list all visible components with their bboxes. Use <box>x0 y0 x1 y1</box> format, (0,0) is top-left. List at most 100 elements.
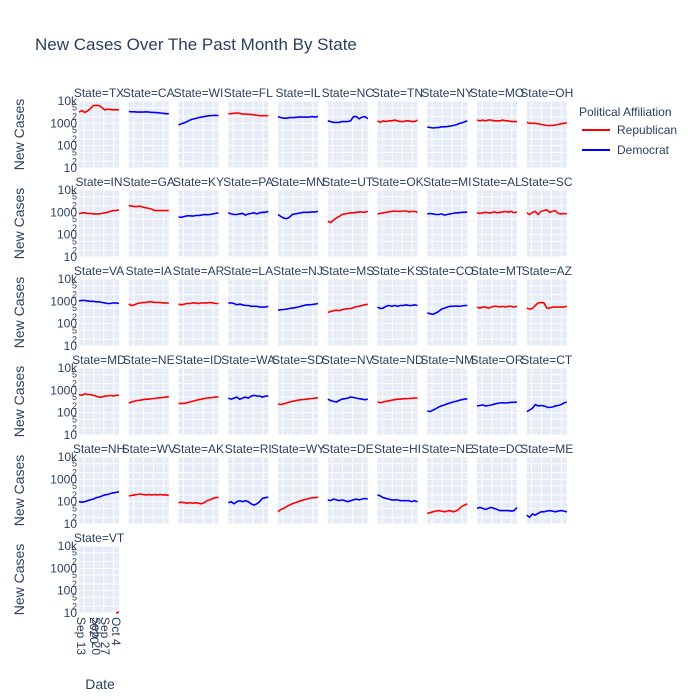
series-line-nj <box>277 302 319 311</box>
facet-background <box>128 457 169 524</box>
series-line-pa <box>228 210 269 216</box>
facet-background <box>427 190 468 257</box>
series-line-nc <box>327 115 369 124</box>
facet-background <box>427 457 468 524</box>
facet-title: State=NH <box>73 442 125 456</box>
y-tick-label: 100 <box>57 495 77 509</box>
facet-id: State=ID <box>175 353 222 436</box>
y-tick-label: 100 <box>57 406 77 420</box>
series-line-mi <box>427 211 468 216</box>
y-tick-label: 1000 <box>50 383 77 397</box>
series-line-or <box>476 401 518 407</box>
facet-title: State=ME <box>520 442 573 456</box>
facet-title: State=VA <box>74 264 124 278</box>
y-axis-title: New Cases <box>11 544 27 616</box>
facet-title: State=VT <box>74 531 125 545</box>
facet-ny: State=NY <box>421 86 473 169</box>
series-line-in <box>78 209 120 215</box>
facet-title: State=CA <box>123 86 175 100</box>
facet-nd: State=ND <box>371 353 424 436</box>
y-minor-tick-label: 2 <box>72 423 77 433</box>
y-minor-tick-label: 2 <box>72 223 77 233</box>
series-line-fl <box>228 112 269 117</box>
facet-background <box>427 279 468 346</box>
x-tick-label: 2020 <box>87 617 101 644</box>
facet-ne: State=NE <box>123 353 175 436</box>
y-minor-tick-label: 2 <box>72 579 77 589</box>
y-tick-label: 10 <box>64 161 78 175</box>
facet-title: State=WV <box>122 442 176 456</box>
y-minor-tick-label: 5 <box>72 303 77 313</box>
y-tick-label: 10 <box>64 517 78 531</box>
y-minor-tick-label: 5 <box>72 503 77 513</box>
facet-de: State=DE <box>322 442 374 525</box>
facet-title: State=FL <box>224 86 273 100</box>
y-minor-tick-label: 2 <box>72 557 77 567</box>
facet-sc: State=SC <box>521 175 573 258</box>
y-tick-label: 10k <box>58 183 78 197</box>
series-line-nv <box>327 396 368 403</box>
y-minor-tick-label: 5 <box>72 548 77 558</box>
series-line-la <box>228 302 269 308</box>
facet-title: State=IL <box>275 86 320 100</box>
facet-title: State=ND <box>371 353 424 367</box>
legend-republican-label[interactable]: Republican <box>617 123 677 137</box>
facet-co: State=CO <box>421 264 474 347</box>
y-tick-label: 1000 <box>50 294 77 308</box>
series-line-ne <box>128 395 169 404</box>
facet-title: State=MD <box>72 353 126 367</box>
y-tick-label: 1000 <box>50 561 77 575</box>
facet-title: State=NC <box>322 86 375 100</box>
y-tick-label: 10k <box>58 94 78 108</box>
facet-background <box>79 368 119 435</box>
facet-title: State=MO <box>470 86 524 100</box>
facet-background <box>377 190 418 257</box>
series-line-nh <box>78 490 120 504</box>
y-minor-tick-label: 2 <box>72 312 77 322</box>
facet-mo: State=MO <box>470 86 524 169</box>
series-line-co <box>427 304 468 316</box>
facet-ky: State=KY <box>173 175 224 258</box>
y-tick-label: 10 <box>64 428 78 442</box>
facet-background <box>79 101 119 168</box>
legend-democrat-label[interactable]: Democrat <box>617 143 670 157</box>
x-tick-label: Sep 13 <box>74 617 88 655</box>
facet-background <box>327 190 368 257</box>
y-minor-tick-label: 5 <box>72 459 77 469</box>
y-axis-title: New Cases <box>11 366 27 438</box>
series-line-mo <box>476 119 517 123</box>
y-tick-label: 100 <box>57 584 77 598</box>
y-minor-tick-label: 2 <box>72 401 77 411</box>
facet-title: State=PA <box>223 175 273 189</box>
series-line-ar <box>178 301 219 306</box>
facet-title: State=KS <box>372 264 423 278</box>
y-tick-label: 1000 <box>50 116 77 130</box>
facet-background <box>477 101 517 168</box>
facet-me: State=ME <box>520 442 573 525</box>
series-line-tn <box>377 119 418 124</box>
facet-tn: State=TN <box>372 86 423 169</box>
series-line-al <box>476 210 518 215</box>
facet-background <box>477 190 517 257</box>
y-tick-label: 10 <box>64 606 78 620</box>
y-minor-tick-label: 2 <box>72 379 77 389</box>
facet-title: State=WA <box>221 353 275 367</box>
facet-title: State=RI <box>225 442 272 456</box>
y-minor-tick-label: 2 <box>72 512 77 522</box>
facet-background <box>526 190 567 257</box>
y-tick-label: 100 <box>57 228 77 242</box>
facet-title: State=LA <box>223 264 273 278</box>
series-line-vt <box>115 611 120 614</box>
facet-nc: State=NC <box>322 86 375 169</box>
legend[interactable]: Political Affiliation Republican Democra… <box>579 105 677 157</box>
facet-nj: State=NJ <box>273 264 323 347</box>
facet-title: State=SC <box>521 175 573 189</box>
facet-title: State=OH <box>520 86 573 100</box>
